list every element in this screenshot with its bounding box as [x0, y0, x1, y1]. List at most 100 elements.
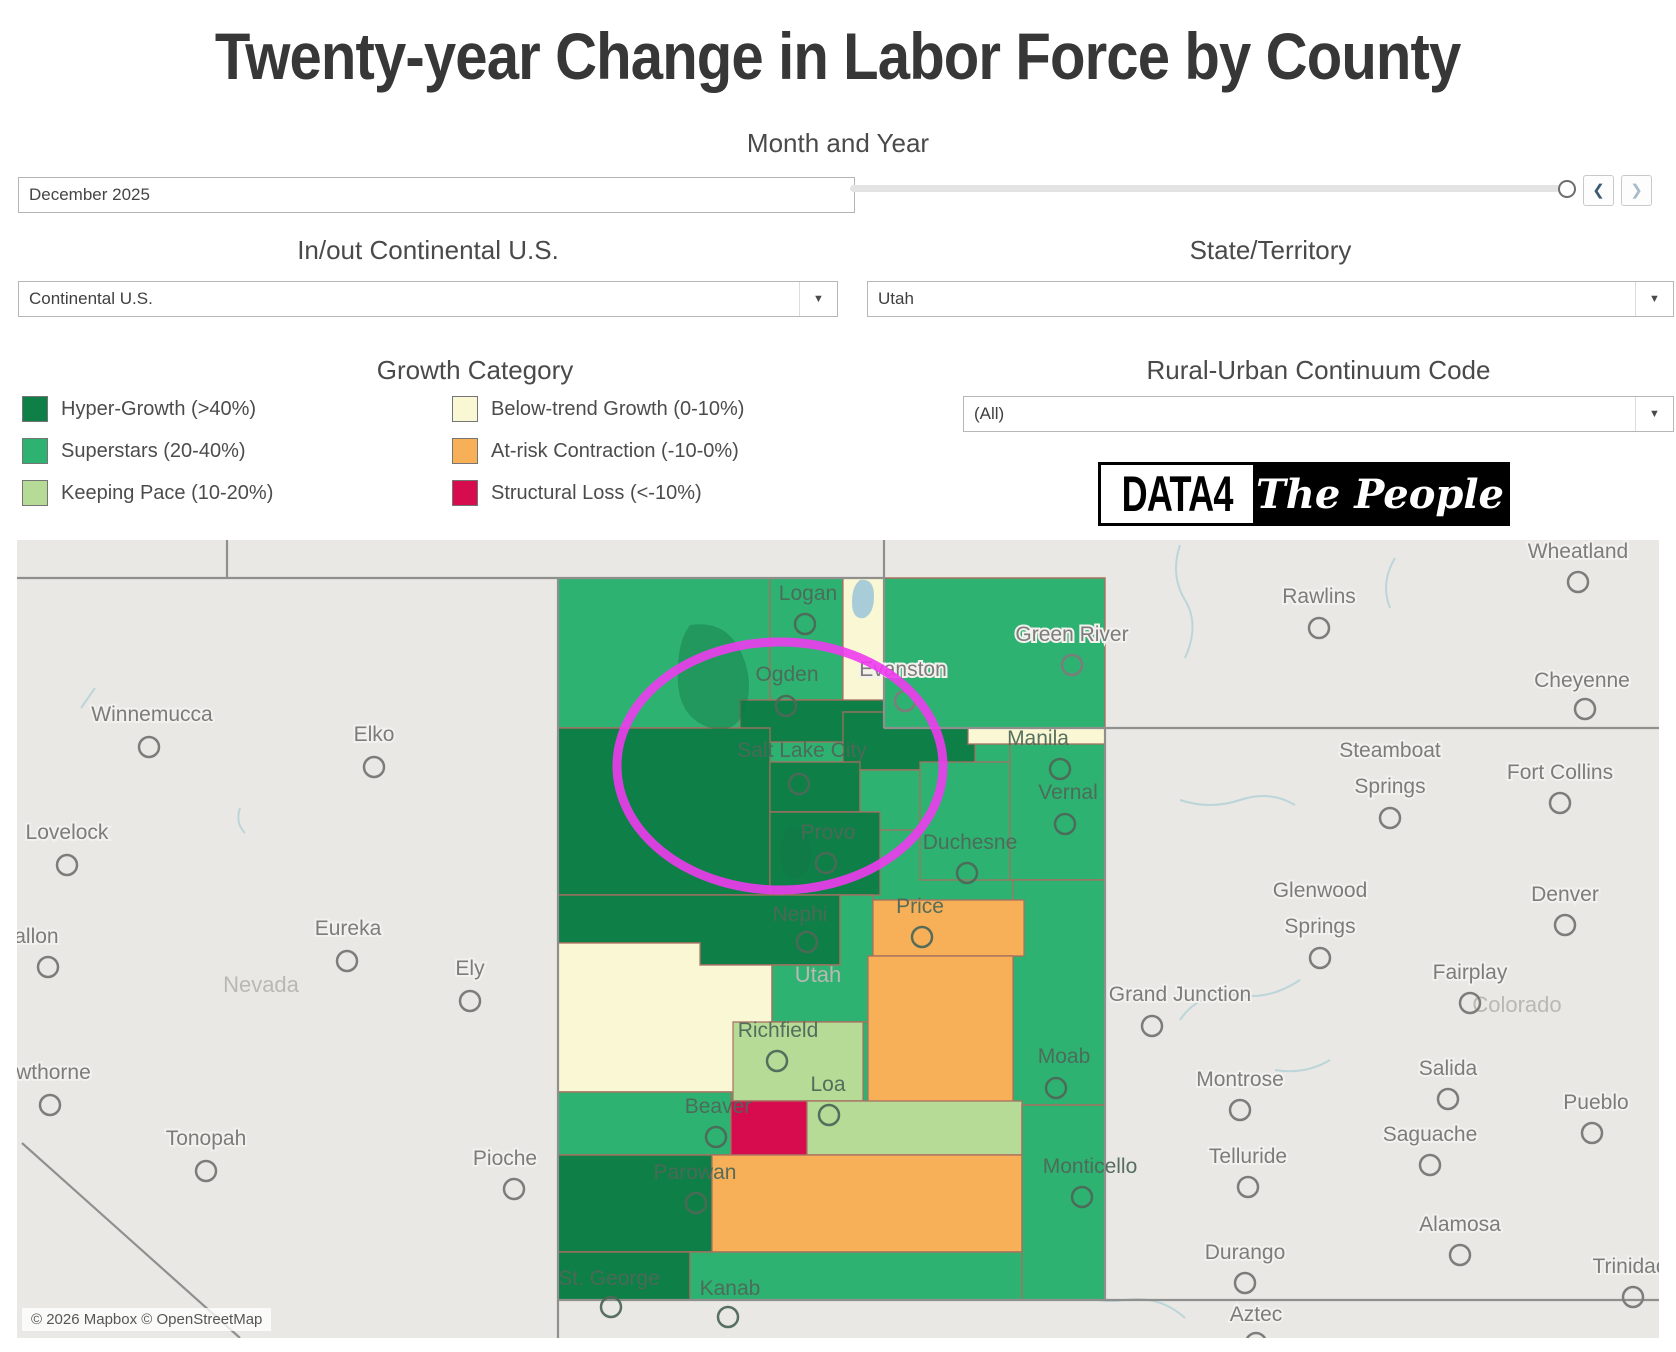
city-label-beaver: Beaver — [685, 1095, 752, 1118]
rucc-filter-label: Rural-Urban Continuum Code — [1146, 355, 1491, 385]
county-san-juan[interactable] — [1021, 1104, 1106, 1301]
city-marker-parowan — [684, 1191, 708, 1215]
county-salt-lake[interactable] — [769, 761, 861, 813]
city-marker-denver — [1553, 913, 1577, 937]
city-marker-price — [910, 925, 934, 949]
state-label-utah: Utah — [795, 962, 841, 987]
rucc-dropdown[interactable]: (All) ▼ — [963, 396, 1674, 432]
city-marker-pioche — [502, 1177, 526, 1201]
month-year-input[interactable] — [18, 177, 855, 213]
city-label-hawthorne: Hawthorne — [17, 1061, 91, 1084]
county-grand[interactable] — [1012, 879, 1106, 1106]
city-label-steamboat-springs: Steamboat Springs — [1339, 739, 1441, 798]
city-marker-loa — [817, 1103, 841, 1127]
dropdown-divider: ▼ — [799, 282, 837, 316]
county-garfield[interactable] — [711, 1154, 1023, 1253]
city-marker-fallon — [36, 955, 60, 979]
city-label-grand-junction: Grand Junction — [1109, 983, 1251, 1006]
city-marker-richfield — [765, 1049, 789, 1073]
city-label-saguache: Saguache — [1383, 1123, 1478, 1146]
city-label-montrose: Montrose — [1196, 1068, 1284, 1091]
legend-swatch-keeping — [22, 480, 48, 506]
legend-item-superstars[interactable]: Superstars (20-40%) — [22, 438, 246, 464]
logo-the-people-text: The People — [1253, 465, 1507, 523]
county-wayne[interactable] — [806, 1100, 1023, 1156]
city-label-provo: Provo — [801, 821, 856, 844]
legend-item-loss[interactable]: Structural Loss (<-10%) — [452, 480, 702, 506]
city-marker-telluride — [1236, 1175, 1260, 1199]
city-label-parowan: Parowan — [654, 1161, 737, 1184]
continental-dropdown[interactable]: Continental U.S. ▼ — [18, 281, 838, 317]
river — [1179, 979, 1301, 1021]
city-label-logan: Logan — [779, 582, 837, 605]
city-label-denver: Denver — [1531, 883, 1599, 906]
city-label-manila: Manila — [1007, 727, 1069, 750]
city-label-st-george: St. George — [558, 1267, 660, 1290]
city-marker-winnemucca — [137, 735, 161, 759]
legend-swatch-hyper — [22, 396, 48, 422]
county-choropleth-map[interactable]: Nevada Utah Colorado Logan Ogden Salt Lake Ci… — [17, 540, 1659, 1338]
city-marker-fairplay — [1458, 991, 1482, 1015]
city-marker-moab — [1044, 1076, 1068, 1100]
slider-next-button[interactable]: ❯ — [1621, 175, 1652, 206]
legend-swatch-superstars — [22, 438, 48, 464]
city-label-rawlins: Rawlins — [1282, 585, 1356, 608]
city-label-monticello: Monticello — [1043, 1155, 1138, 1178]
county-uintah[interactable] — [1009, 743, 1106, 881]
city-label-lovelock: Lovelock — [26, 821, 109, 844]
city-marker-grand-junction — [1140, 1014, 1164, 1038]
legend-item-hyper[interactable]: Hyper-Growth (>40%) — [22, 396, 256, 422]
city-marker-cheyenne — [1573, 697, 1597, 721]
city-label-pueblo: Pueblo — [1563, 1091, 1628, 1114]
city-marker-trinidad — [1621, 1285, 1645, 1309]
city-marker-eureka — [335, 949, 359, 973]
legend-item-keeping[interactable]: Keeping Pace (10-20%) — [22, 480, 273, 506]
state-label-nevada: Nevada — [223, 972, 300, 997]
city-marker-montrose — [1228, 1098, 1252, 1122]
city-marker-pueblo — [1580, 1121, 1604, 1145]
city-label-tonopah: Tonopah — [166, 1127, 247, 1150]
state-border-nevada-california — [21, 1142, 241, 1338]
city-label-pioche: Pioche — [473, 1147, 537, 1170]
legend-label: Hyper-Growth (>40%) — [61, 397, 257, 420]
city-marker-tonopah — [194, 1159, 218, 1183]
city-label-duchesne: Duchesne — [923, 831, 1018, 854]
data4-the-people-logo: DATA4 The People — [1098, 462, 1510, 526]
legend-swatch-atrisk — [452, 438, 478, 464]
state-dropdown[interactable]: Utah ▼ — [867, 281, 1674, 317]
city-label-nephi: Nephi — [773, 903, 828, 926]
city-label-telluride: Telluride — [1209, 1145, 1287, 1168]
legend-item-below[interactable]: Below-trend Growth (0-10%) — [452, 396, 744, 422]
county-emery[interactable] — [867, 955, 1014, 1106]
continental-dropdown-value: Continental U.S. — [29, 289, 153, 308]
city-marker-rawlins — [1307, 616, 1331, 640]
city-marker-logan — [793, 612, 817, 636]
month-year-label: Month and Year — [746, 128, 930, 158]
legend-item-atrisk[interactable]: At-risk Contraction (-10-0%) — [452, 438, 739, 464]
city-marker-ogden — [774, 694, 798, 718]
city-marker-saguache — [1418, 1153, 1442, 1177]
city-marker-green-river — [1060, 653, 1084, 677]
city-label-richfield: Richfield — [738, 1019, 819, 1042]
county-carbon[interactable] — [872, 899, 1025, 957]
state-dropdown-value: Utah — [878, 289, 914, 308]
map-attribution: © 2026 Mapbox © OpenStreetMap — [22, 1308, 272, 1331]
river — [80, 687, 96, 709]
chevron-down-icon: ▼ — [813, 293, 824, 305]
city-label-eureka: Eureka — [315, 917, 382, 940]
city-marker-monticello — [1070, 1185, 1094, 1209]
city-label-winnemucca: Winnemucca — [91, 703, 213, 726]
city-marker-alamosa — [1448, 1243, 1472, 1267]
slider-prev-button[interactable]: ❮ — [1583, 175, 1614, 206]
city-label-cheyenne: Cheyenne — [1534, 669, 1630, 692]
city-marker-vernal — [1053, 812, 1077, 836]
month-year-slider-track[interactable] — [850, 185, 1560, 192]
city-marker-duchesne — [955, 861, 979, 885]
city-marker-salt-lake-city — [787, 772, 811, 796]
city-label-moab: Moab — [1038, 1045, 1091, 1068]
month-year-slider-handle[interactable] — [1558, 180, 1576, 198]
city-marker-provo — [814, 851, 838, 875]
legend-label: Keeping Pace (10-20%) — [61, 481, 274, 504]
lake-bear-lake — [852, 579, 874, 619]
